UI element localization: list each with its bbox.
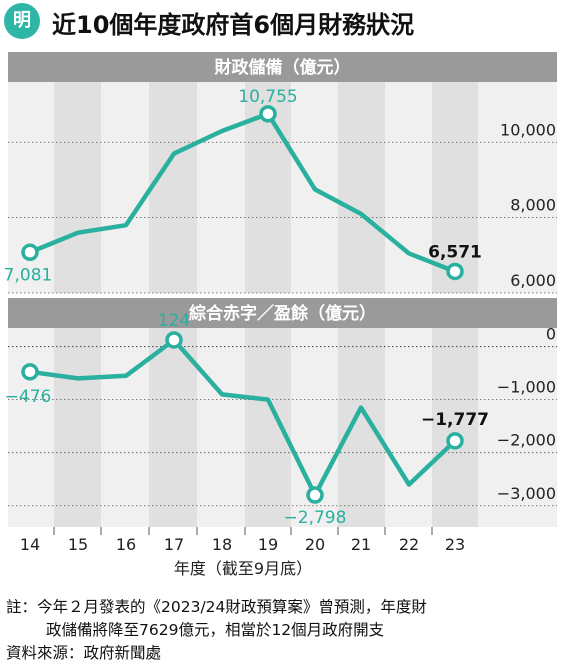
chart-title: 財政儲備（億元） (214, 57, 351, 78)
data-point (21, 363, 39, 381)
column-band (149, 82, 197, 293)
chart-title-bar (8, 298, 557, 328)
y-tick-label: −2,000 (497, 431, 556, 450)
column-band (338, 328, 385, 527)
x-tick-label: 22 (399, 535, 419, 554)
data-point (165, 331, 183, 349)
footnote-line-1: 註：今年２月發表的《2023/24財政預算案》曾預測，年度財 (6, 598, 427, 616)
y-tick-label: 6,000 (510, 271, 556, 290)
y-tick-label: 10,000 (500, 120, 556, 139)
chart-title: 綜合赤字／盈餘（億元） (189, 303, 376, 324)
column-band (54, 328, 101, 527)
data-label: 7,081 (4, 265, 53, 285)
data-label: 6,571 (428, 242, 482, 262)
x-tick-label: 16 (116, 535, 136, 554)
x-tick-label: 15 (68, 535, 88, 554)
column-band (54, 82, 101, 293)
column-band (432, 82, 478, 293)
footnote-line-2: 政儲備將降至7629億元，相當於12個月政府開支 (46, 621, 385, 639)
y-tick-label: 0 (546, 325, 556, 344)
data-label: 124 (158, 311, 190, 331)
data-point (446, 432, 464, 450)
page-title: 近10個年度政府首6個月財務狀況 (52, 11, 415, 39)
y-tick-label: −3,000 (497, 484, 556, 503)
x-tick-label: 21 (351, 535, 371, 554)
data-point (21, 243, 39, 262)
data-point (259, 105, 277, 123)
series-line (27, 111, 458, 274)
x-tick-label: 18 (212, 535, 232, 554)
data-label: −2,798 (284, 508, 347, 528)
x-axis-title: 年度（截至9月底） (174, 559, 312, 578)
data-label: −476 (5, 387, 52, 407)
y-tick-label: −1,000 (497, 378, 556, 397)
logo: 明 (4, 3, 40, 39)
chart: 財政儲備（億元） 綜合赤字／盈餘（億元） 6,000 8,000 10,000 0 −1,… (4, 52, 557, 578)
data-point (306, 486, 324, 504)
source-note: 資料來源：政府新聞處 (6, 644, 162, 662)
data-label: 10,755 (238, 87, 297, 107)
column-band (338, 82, 385, 293)
data-label: −1,777 (421, 410, 489, 430)
x-tick-label: 14 (20, 535, 40, 554)
header: 明 近10個年度政府首6個月財務狀況 (0, 0, 565, 44)
x-tick-label: 17 (164, 535, 184, 554)
column-band (432, 328, 478, 527)
chart-title-bar (8, 52, 557, 82)
x-tick-label: 23 (445, 535, 465, 554)
x-tick-label: 19 (258, 535, 278, 554)
y-tick-label: 8,000 (510, 196, 556, 215)
data-point (446, 262, 464, 281)
series-line (27, 337, 458, 498)
x-tick-label: 20 (305, 535, 325, 554)
column-band (149, 328, 197, 527)
